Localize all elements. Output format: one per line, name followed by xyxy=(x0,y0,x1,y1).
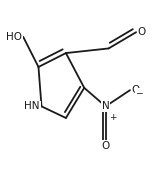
Text: O: O xyxy=(101,141,110,151)
Text: O: O xyxy=(138,27,146,37)
Text: O: O xyxy=(131,85,140,95)
Text: HO: HO xyxy=(6,32,22,42)
Text: N: N xyxy=(102,101,109,111)
Text: −: − xyxy=(135,88,143,97)
Text: +: + xyxy=(109,113,117,122)
Text: HN: HN xyxy=(24,101,40,111)
